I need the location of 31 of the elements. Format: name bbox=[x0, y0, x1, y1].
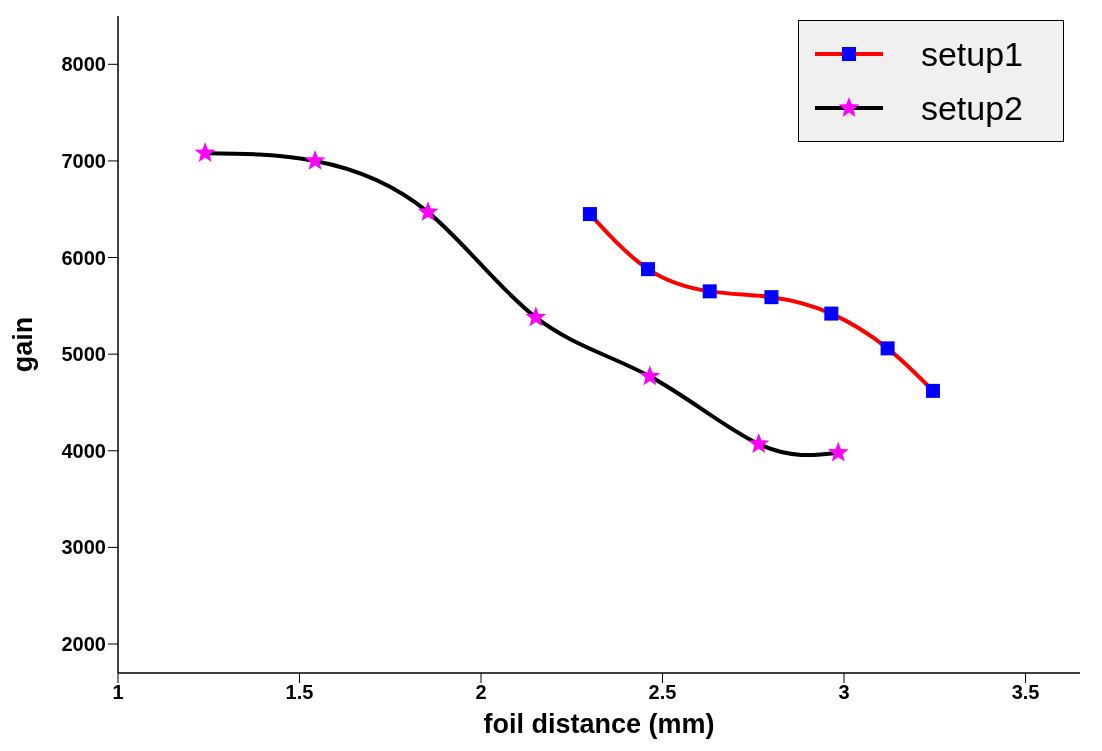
y-tick-label: 8000 bbox=[61, 53, 106, 76]
point bbox=[925, 383, 940, 398]
x-tick-label: 1.5 bbox=[285, 681, 314, 704]
point bbox=[880, 341, 895, 356]
x-tick-label: 3 bbox=[838, 681, 850, 704]
x-tick-label: 2 bbox=[475, 681, 487, 704]
y-tick-label: 4000 bbox=[61, 439, 106, 462]
y-tick-label: 3000 bbox=[61, 536, 106, 559]
x-tick-label: 1 bbox=[112, 681, 124, 704]
point bbox=[764, 290, 779, 305]
point bbox=[639, 365, 661, 386]
point bbox=[827, 441, 849, 462]
point bbox=[748, 433, 770, 453]
y-tick-label: 7000 bbox=[61, 150, 106, 173]
point bbox=[702, 284, 717, 299]
x-tick-label: 2.5 bbox=[648, 681, 677, 704]
point bbox=[582, 207, 597, 222]
y-tick-label: 6000 bbox=[61, 246, 106, 269]
point bbox=[525, 306, 547, 327]
y-tick-label: 5000 bbox=[61, 343, 106, 366]
y-tick-label: 2000 bbox=[61, 633, 106, 656]
y-axis-title: gain bbox=[7, 316, 38, 373]
point bbox=[824, 306, 839, 321]
x-axis-title: foil distance (mm) bbox=[483, 709, 715, 739]
point bbox=[304, 149, 326, 170]
legend-label: setup2 bbox=[920, 88, 1023, 128]
point bbox=[417, 201, 439, 222]
x-tick-label: 3.5 bbox=[1011, 681, 1040, 704]
point bbox=[641, 262, 656, 277]
point bbox=[194, 142, 216, 163]
legend-label: setup1 bbox=[920, 34, 1023, 74]
